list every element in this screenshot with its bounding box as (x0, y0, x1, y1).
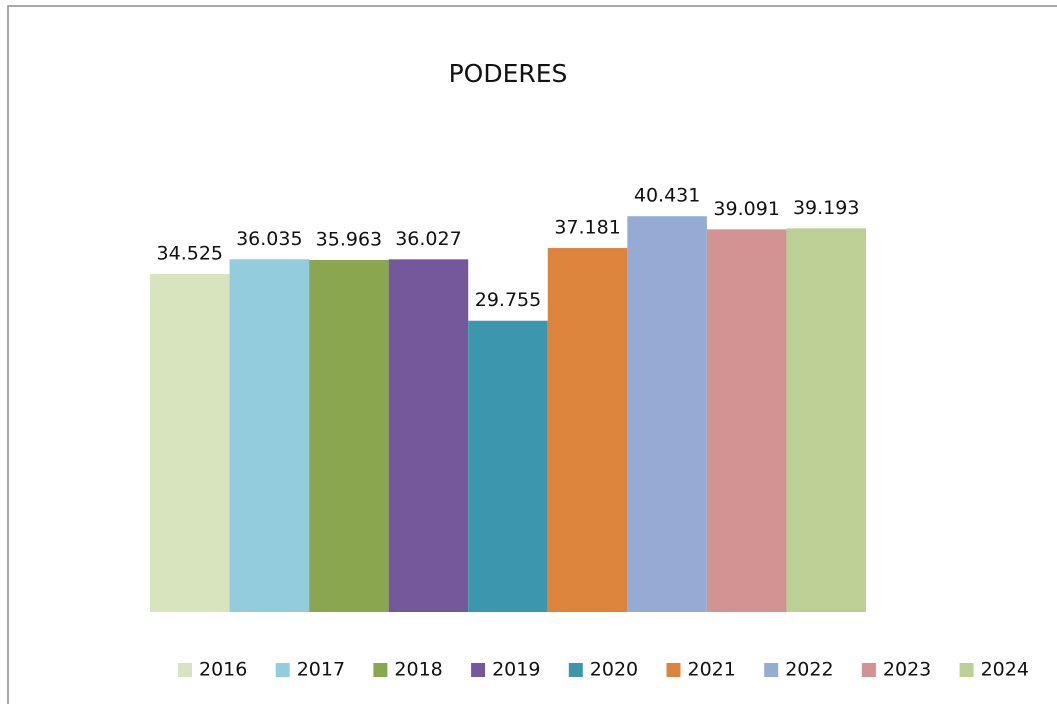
legend-label: 2019 (492, 659, 540, 681)
bar (786, 228, 866, 613)
legend-label: 2016 (199, 659, 247, 681)
legend-swatch (373, 663, 388, 677)
legend-swatch (959, 663, 974, 677)
data-label: 39.193 (793, 197, 859, 219)
bar (229, 259, 310, 612)
data-label: 37.181 (554, 217, 620, 239)
data-label: 36.027 (395, 228, 461, 250)
data-label: 34.525 (157, 243, 223, 265)
bar (468, 320, 548, 612)
data-label: 36.035 (236, 228, 302, 250)
bar (627, 216, 707, 612)
data-label: 39.091 (713, 198, 779, 220)
legend-swatch (764, 663, 779, 677)
bar (547, 248, 628, 613)
legend-swatch (275, 663, 290, 677)
data-label: 40.431 (634, 185, 700, 207)
legend-swatch (861, 663, 876, 677)
legend-label: 2020 (590, 659, 638, 681)
data-label: 29.755 (475, 289, 541, 311)
legend-label: 2018 (394, 659, 442, 681)
bar (706, 229, 787, 613)
data-label: 35.963 (316, 228, 382, 250)
legend-swatch (568, 663, 583, 677)
legend-swatch (471, 663, 486, 677)
chart-title: PODERES (449, 59, 568, 88)
bar (388, 259, 469, 612)
legend-swatch (178, 663, 192, 677)
legend-swatch (666, 663, 681, 677)
legend-label: 2022 (785, 659, 833, 681)
bar (150, 274, 230, 612)
legend-label: 2021 (688, 659, 736, 681)
legend-label: 2024 (981, 659, 1029, 681)
legend-label: 2017 (297, 659, 345, 681)
bar (309, 259, 389, 612)
legend-label: 2023 (883, 659, 931, 681)
